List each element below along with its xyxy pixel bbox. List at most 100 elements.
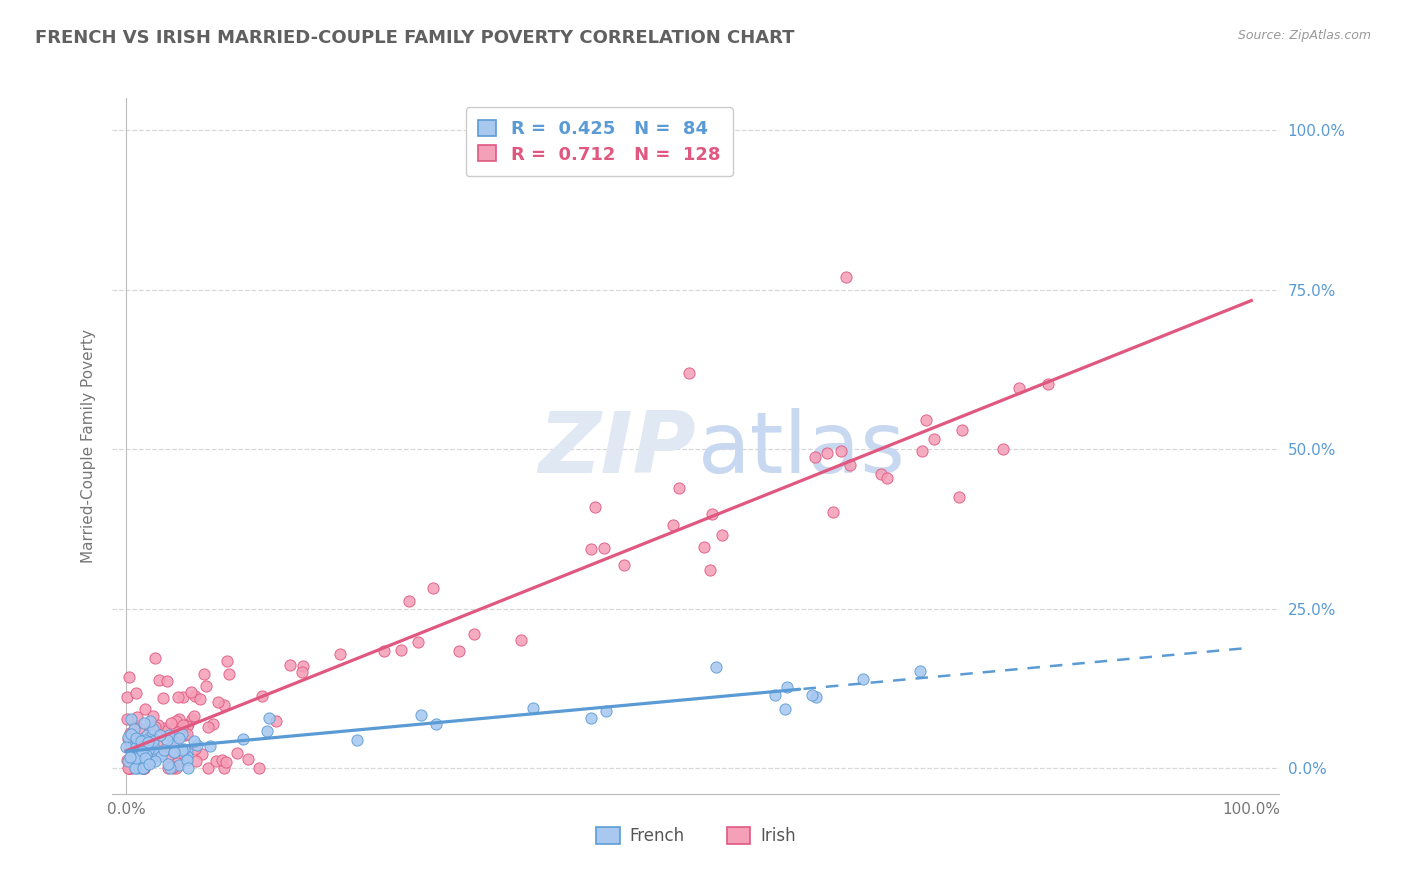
Point xyxy=(702,507,724,521)
Point xyxy=(693,540,716,554)
Point xyxy=(815,445,838,459)
Point xyxy=(134,761,156,775)
Text: atlas: atlas xyxy=(699,408,907,491)
Point xyxy=(172,690,194,705)
Point xyxy=(166,756,188,770)
Point xyxy=(115,740,138,755)
Point xyxy=(176,719,198,733)
Point xyxy=(579,711,602,725)
Point xyxy=(132,761,155,775)
Y-axis label: Married-Couple Family Poverty: Married-Couple Family Poverty xyxy=(80,329,96,563)
Point xyxy=(117,690,139,705)
Point xyxy=(211,753,233,767)
Point xyxy=(804,690,827,704)
Point xyxy=(139,754,162,768)
Point xyxy=(613,558,636,573)
Point xyxy=(595,704,617,718)
Point xyxy=(139,723,162,737)
Point xyxy=(163,745,186,759)
Point xyxy=(914,413,936,427)
Point xyxy=(136,739,159,753)
Point xyxy=(132,761,155,775)
Point xyxy=(129,748,152,763)
Point xyxy=(163,745,186,759)
Point xyxy=(165,761,187,775)
Point xyxy=(911,444,934,458)
Point xyxy=(162,738,184,752)
Point xyxy=(118,670,141,684)
Point xyxy=(804,450,827,464)
Point xyxy=(156,749,179,764)
Point xyxy=(141,728,163,742)
Point xyxy=(190,747,212,761)
Point xyxy=(118,761,141,775)
Point xyxy=(838,458,860,472)
Point xyxy=(583,500,606,515)
Point xyxy=(121,750,143,764)
Point xyxy=(142,731,165,746)
Point xyxy=(292,658,315,673)
Point xyxy=(122,753,145,767)
Point xyxy=(823,505,845,519)
Point xyxy=(801,688,824,702)
Point xyxy=(142,731,165,746)
Point xyxy=(207,695,229,709)
Point xyxy=(183,733,205,747)
Point xyxy=(136,747,159,762)
Point xyxy=(177,761,200,775)
Point xyxy=(256,723,278,738)
Point xyxy=(121,761,143,775)
Point xyxy=(176,727,198,741)
Point xyxy=(180,685,202,699)
Point xyxy=(1036,376,1059,391)
Point xyxy=(948,490,970,504)
Point xyxy=(165,732,187,747)
Point xyxy=(128,750,150,764)
Point xyxy=(510,633,533,648)
Point xyxy=(149,749,172,764)
Point xyxy=(409,708,432,723)
Point xyxy=(835,269,858,284)
Point xyxy=(447,644,470,658)
Point xyxy=(143,741,166,756)
Point xyxy=(120,726,142,740)
Point xyxy=(149,727,172,741)
Point xyxy=(117,731,139,745)
Point xyxy=(118,761,141,775)
Point xyxy=(186,738,208,752)
Point xyxy=(148,673,170,687)
Point xyxy=(247,761,270,775)
Point xyxy=(121,738,143,752)
Point xyxy=(197,721,219,735)
Point xyxy=(910,664,932,678)
Point xyxy=(118,749,141,764)
Point xyxy=(212,698,235,712)
Point xyxy=(156,673,179,688)
Point xyxy=(200,739,222,753)
Point xyxy=(156,761,179,775)
Point xyxy=(124,753,146,767)
Point xyxy=(131,739,153,754)
Point xyxy=(373,644,395,658)
Point xyxy=(422,581,444,595)
Point xyxy=(197,761,219,775)
Point xyxy=(177,717,200,731)
Point xyxy=(193,666,215,681)
Point xyxy=(205,754,228,768)
Point xyxy=(117,761,139,775)
Point xyxy=(131,761,153,775)
Text: ZIP: ZIP xyxy=(538,408,696,491)
Point xyxy=(212,761,235,775)
Point xyxy=(124,761,146,775)
Point xyxy=(579,541,602,556)
Point xyxy=(678,366,700,380)
Point xyxy=(132,761,155,775)
Point xyxy=(389,643,412,657)
Point xyxy=(145,754,167,768)
Point xyxy=(950,423,973,437)
Point xyxy=(162,745,184,759)
Point xyxy=(876,471,898,485)
Point xyxy=(118,740,141,755)
Point xyxy=(120,761,142,775)
Point xyxy=(593,541,616,555)
